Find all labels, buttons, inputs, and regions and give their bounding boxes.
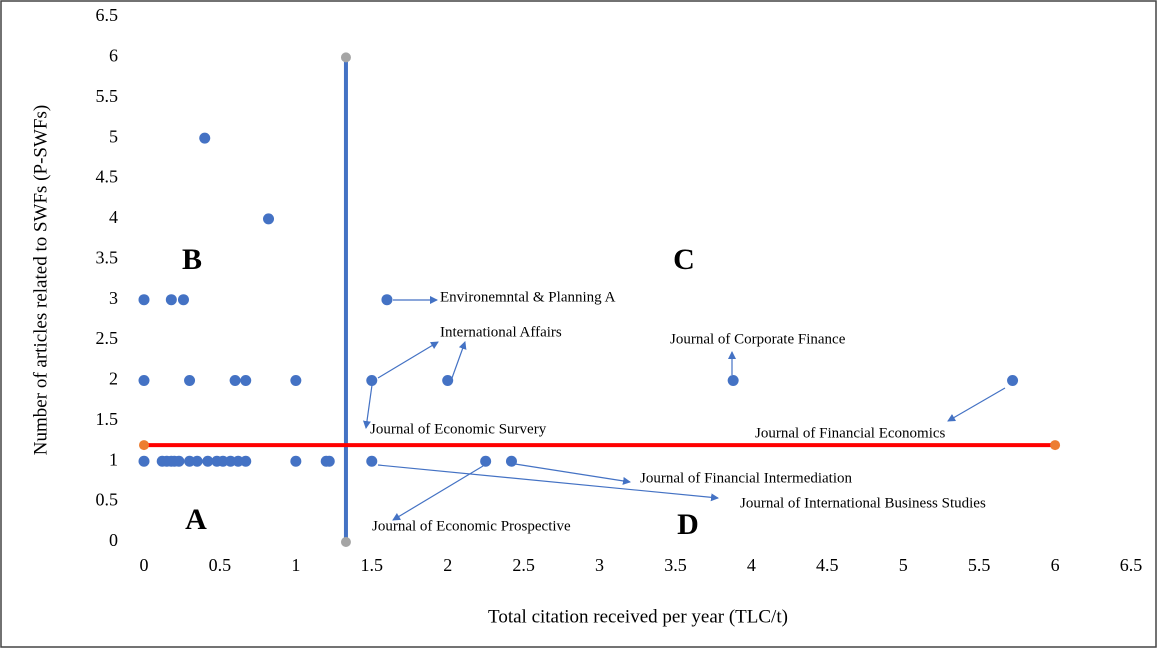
y-axis-title: Number of articles related to SWFs (P-SW… xyxy=(30,105,51,455)
annotation: Journal of Financial Intermediation xyxy=(640,470,853,486)
annotation-arrow xyxy=(947,387,1006,422)
y-tick-label: 5.5 xyxy=(96,86,119,106)
annotation: Journal of Corporate Finance xyxy=(670,331,846,347)
point xyxy=(217,455,229,467)
point xyxy=(366,455,378,467)
x-tick-label: 0 xyxy=(140,555,149,575)
point xyxy=(480,455,492,467)
point xyxy=(138,294,150,306)
quadrant-label: B xyxy=(182,243,202,276)
point xyxy=(1007,374,1019,386)
x-tick-label: 5.5 xyxy=(968,555,991,575)
point xyxy=(381,294,393,306)
point xyxy=(240,374,252,386)
annotation-arrow xyxy=(392,465,484,521)
line-endpoint xyxy=(340,537,351,547)
point xyxy=(165,294,177,306)
y-tick-label: 2 xyxy=(109,369,118,389)
point xyxy=(442,374,454,386)
annotation-arrow xyxy=(377,464,719,502)
x-tick-label: 3 xyxy=(595,555,604,575)
annotation-arrow xyxy=(514,463,631,485)
x-tick-label: 2.5 xyxy=(512,555,535,575)
point xyxy=(229,374,241,386)
point xyxy=(290,455,302,467)
x-tick-label: 4.5 xyxy=(816,555,839,575)
y-tick-label: 2.5 xyxy=(96,328,119,348)
y-tick-label: 1 xyxy=(109,449,118,469)
annotation-arrow xyxy=(451,341,467,379)
x-tick-label: 3.5 xyxy=(664,555,687,575)
quadrant-label: A xyxy=(185,503,207,536)
annotation: Journal of International Business Studie… xyxy=(740,495,986,511)
annotation: Journal of Economic Survery xyxy=(370,421,547,437)
point xyxy=(184,374,196,386)
y-tick-label: 3 xyxy=(109,288,118,308)
y-tick-label: 4 xyxy=(109,207,118,227)
y-tick-label: 4.5 xyxy=(96,167,119,187)
point xyxy=(138,374,150,386)
point xyxy=(505,455,517,467)
x-tick-label: 2 xyxy=(443,555,452,575)
annotation: Journal of Financial Economics xyxy=(755,425,946,441)
point xyxy=(184,455,196,467)
x-tick-label: 1 xyxy=(291,555,300,575)
x-axis-title: Total citation received per year (TLC/t) xyxy=(488,606,788,627)
point xyxy=(191,455,203,467)
point xyxy=(323,455,335,467)
x-tick-label: 6.5 xyxy=(1120,555,1143,575)
annotation-arrow xyxy=(363,384,373,429)
x-tick-label: 5 xyxy=(899,555,908,575)
point xyxy=(225,455,237,467)
point xyxy=(727,374,739,386)
x-tick-label: 0.5 xyxy=(209,555,232,575)
line-endpoint xyxy=(1050,440,1061,451)
y-tick-label: 5 xyxy=(109,126,118,146)
y-tick-label: 0.5 xyxy=(96,490,119,510)
x-tick-label: 1.5 xyxy=(361,555,384,575)
y-tick-label: 3.5 xyxy=(96,247,119,267)
x-tick-label: 6 xyxy=(1051,555,1060,575)
y-tick-label: 6 xyxy=(109,46,118,66)
point xyxy=(202,455,214,467)
quadrant-label: C xyxy=(673,243,695,276)
point xyxy=(232,455,244,467)
point xyxy=(173,455,185,467)
point xyxy=(177,294,189,306)
point xyxy=(366,374,378,386)
annotation: Journal of Economic Prospective xyxy=(372,518,571,534)
point xyxy=(138,455,150,467)
annotation: Environemntal & Planning A xyxy=(440,289,616,305)
point xyxy=(199,132,211,144)
point xyxy=(290,374,302,386)
point xyxy=(240,455,252,467)
annotation-arrow xyxy=(377,341,439,379)
quadrant-label: D xyxy=(677,508,699,541)
annotation: International Affairs xyxy=(440,324,562,340)
y-tick-label: 6.5 xyxy=(96,5,119,25)
point xyxy=(263,213,275,225)
y-tick-label: 1.5 xyxy=(96,409,119,429)
x-tick-label: 4 xyxy=(747,555,756,575)
y-tick-label: 0 xyxy=(109,530,118,550)
line-endpoint xyxy=(139,440,149,451)
line-endpoint xyxy=(340,52,351,63)
